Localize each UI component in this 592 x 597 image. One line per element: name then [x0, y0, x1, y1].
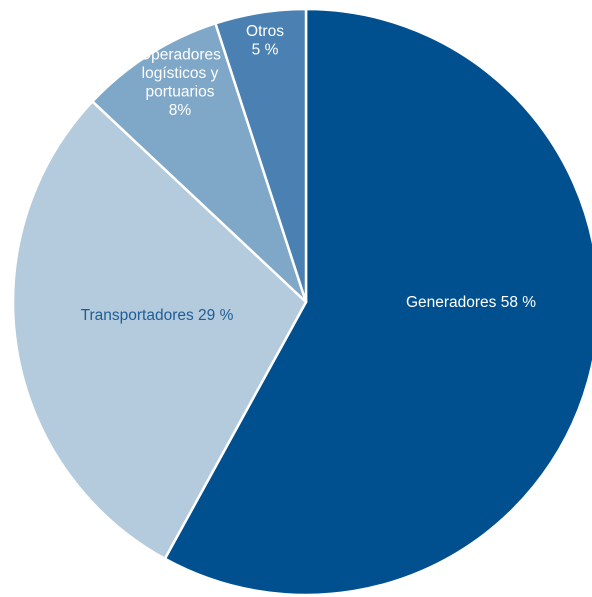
- pie-slice-transportadores: [11, 100, 308, 561]
- pie-slice-generadores: [163, 7, 592, 597]
- pie-label-generadores: Generadores 58 %: [406, 294, 536, 311]
- pie-label-transportadores: Transportadores 29 %: [81, 307, 234, 324]
- pie-slices: [11, 7, 592, 597]
- pie-label-operadores-log-sticos-y-portuarios: Operadores logísticos y portuarios 8%: [139, 46, 221, 119]
- pie-label-otros: Otros 5 %: [246, 23, 284, 59]
- pie-slice-operadores-log-sticos-y-portuarios: [91, 22, 308, 304]
- pie-slice-otros: [214, 7, 308, 304]
- pie-labels: Generadores 58 % Transportadores 29 % Oper…: [81, 23, 537, 324]
